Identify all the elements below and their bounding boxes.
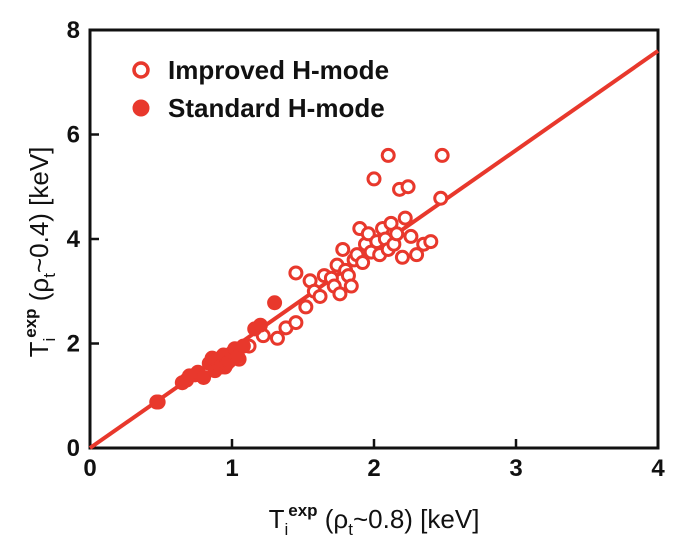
improved-hmode-point: [343, 278, 359, 294]
x-axis-label-paren: (ρ: [318, 504, 349, 534]
y-axis-label-base: T: [24, 341, 54, 357]
improved-hmode-point: [403, 228, 419, 244]
x-tick-label: 3: [509, 455, 522, 482]
y-tick-label: 4: [67, 226, 81, 253]
y-axis-label-sup: exp: [21, 308, 40, 337]
improved-hmode-point: [409, 247, 425, 263]
standard-hmode-point: [149, 394, 165, 410]
improved-hmode-point: [312, 288, 328, 304]
improved-hmode-point: [288, 315, 304, 331]
improved-hmode-point: [397, 210, 413, 226]
y-tick-label: 0: [67, 435, 80, 462]
x-axis-label-sub: i: [284, 520, 288, 539]
improved-hmode-point: [434, 147, 450, 163]
improved-hmode-point: [335, 241, 351, 257]
improved-hmode-point: [400, 179, 416, 195]
x-axis-label-base: T: [269, 504, 285, 534]
legend-improved-label: Improved H-mode: [168, 55, 389, 85]
x-axis-label: Tiexp (ρt~0.8) [keV]: [269, 501, 480, 539]
x-axis-label-paren-sub: t: [348, 520, 353, 539]
improved-hmode-point: [269, 330, 285, 346]
standard-hmode-point: [252, 317, 268, 333]
y-axis-label-sub: i: [40, 338, 59, 342]
y-axis-label-paren: (ρ: [24, 278, 54, 309]
legend-standard-label: Standard H-mode: [168, 93, 385, 123]
y-tick-label: 2: [67, 331, 80, 358]
improved-hmode-point: [288, 265, 304, 281]
improved-hmode-point: [423, 234, 439, 250]
improved-hmode-point: [366, 171, 382, 187]
y-axis-label-paren-sub: t: [40, 273, 59, 278]
improved-hmode-point: [433, 190, 449, 206]
legend-standard-marker: [132, 99, 150, 117]
improved-hmode-point: [332, 286, 348, 302]
y-tick-label: 8: [67, 17, 80, 44]
x-axis-label-sup: exp: [288, 501, 317, 520]
standard-hmode-point: [196, 369, 212, 385]
standard-hmode-point: [267, 295, 283, 311]
x-tick-label: 4: [651, 455, 665, 482]
y-axis-label-rest: ~0.4) [keV]: [24, 147, 54, 273]
legend-improved-marker: [132, 61, 150, 79]
improved-hmode-point: [394, 249, 410, 265]
standard-hmode-point: [235, 338, 251, 354]
y-axis-label: Tiexp (ρt~0.4) [keV]: [21, 147, 59, 358]
improved-hmode-point: [355, 255, 371, 271]
y-tick-label: 6: [67, 122, 80, 149]
x-axis-label-rest: ~0.8) [keV]: [353, 504, 479, 534]
x-tick-label: 2: [367, 455, 380, 482]
improved-hmode-point: [380, 147, 396, 163]
improved-hmode-point: [298, 299, 314, 315]
x-tick-label: 1: [225, 455, 238, 482]
improved-hmode-point: [389, 226, 405, 242]
x-tick-label: 0: [83, 455, 96, 482]
